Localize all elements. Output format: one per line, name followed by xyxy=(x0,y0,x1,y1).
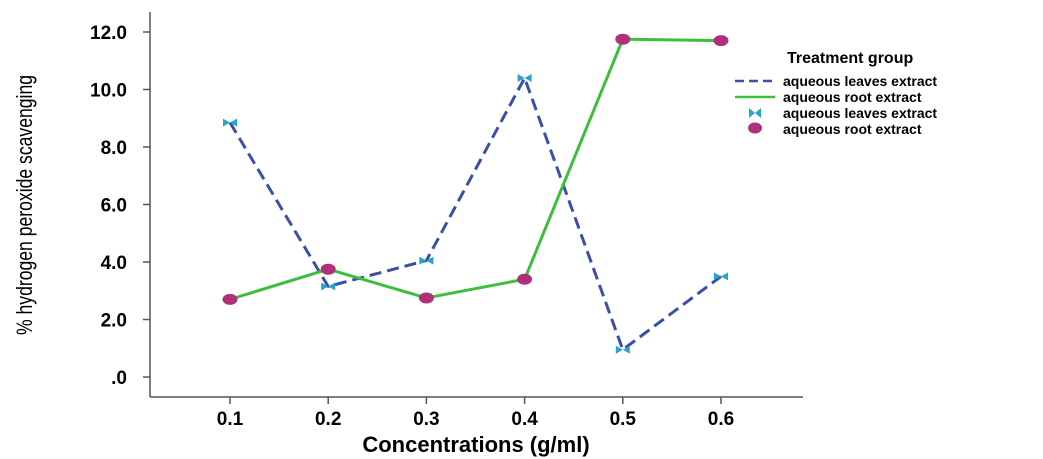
data-point-root xyxy=(615,33,631,45)
y-tick-label: .0 xyxy=(111,368,127,389)
data-point-root xyxy=(320,263,336,275)
legend-label: aqueous leaves extract xyxy=(783,105,937,121)
y-axis-title: % hydrogen peroxide scavenging xyxy=(13,75,37,335)
x-tick-label: 0.6 xyxy=(708,409,734,430)
data-point-leaves xyxy=(419,256,434,265)
y-tick-label: 6.0 xyxy=(101,196,127,217)
legend-item-root-marker: aqueous root extract xyxy=(748,121,922,137)
legend-item-leaves-marker: aqueous leaves extract xyxy=(749,105,937,121)
legend-item-root-line: aqueous root extract xyxy=(735,89,922,105)
x-tick-label: 0.1 xyxy=(217,409,244,430)
legend-label: aqueous leaves extract xyxy=(783,73,937,89)
legend-item-leaves-line: aqueous leaves extract xyxy=(735,73,937,89)
series-lines xyxy=(228,37,722,352)
x-axis-ticks: 0.1 0.2 0.3 0.4 0.5 0.6 xyxy=(217,397,734,430)
data-point-leaves xyxy=(517,74,532,82)
axes xyxy=(149,12,803,398)
data-point-root xyxy=(222,293,238,305)
series-line-root xyxy=(229,37,722,301)
x-tick-label: 0.2 xyxy=(315,409,341,430)
y-tick-label: 2.0 xyxy=(101,311,127,332)
legend-label: aqueous root extract xyxy=(783,121,922,137)
y-tick-label: 8.0 xyxy=(101,138,127,159)
x-axis-title: Concentrations (g/ml) xyxy=(362,432,589,457)
series-line-leaves xyxy=(228,76,722,352)
series-markers xyxy=(222,33,729,354)
data-point-leaves xyxy=(714,272,728,281)
y-tick-label: 10.0 xyxy=(90,81,127,102)
legend: Treatment group aqueous leaves extract a… xyxy=(735,50,937,137)
data-point-root xyxy=(418,292,434,304)
y-axis-ticks: .0 2.0 4.0 6.0 8.0 10.0 12.0 xyxy=(90,23,150,389)
legend-title: Treatment group xyxy=(787,50,913,67)
x-tick-label: 0.5 xyxy=(610,409,637,430)
y-tick-label: 4.0 xyxy=(101,253,127,274)
legend-swatch-circle-marker xyxy=(748,122,762,134)
x-tick-label: 0.4 xyxy=(511,409,538,430)
legend-label: aqueous root extract xyxy=(783,89,922,105)
data-point-root xyxy=(517,273,533,285)
legend-swatch-bowtie-marker xyxy=(749,108,761,118)
data-point-leaves xyxy=(615,345,630,354)
data-point-leaves xyxy=(321,282,336,291)
data-point-root xyxy=(713,35,729,47)
x-tick-label: 0.3 xyxy=(413,409,439,430)
y-tick-label: 12.0 xyxy=(90,23,127,44)
data-point-leaves xyxy=(223,118,237,127)
